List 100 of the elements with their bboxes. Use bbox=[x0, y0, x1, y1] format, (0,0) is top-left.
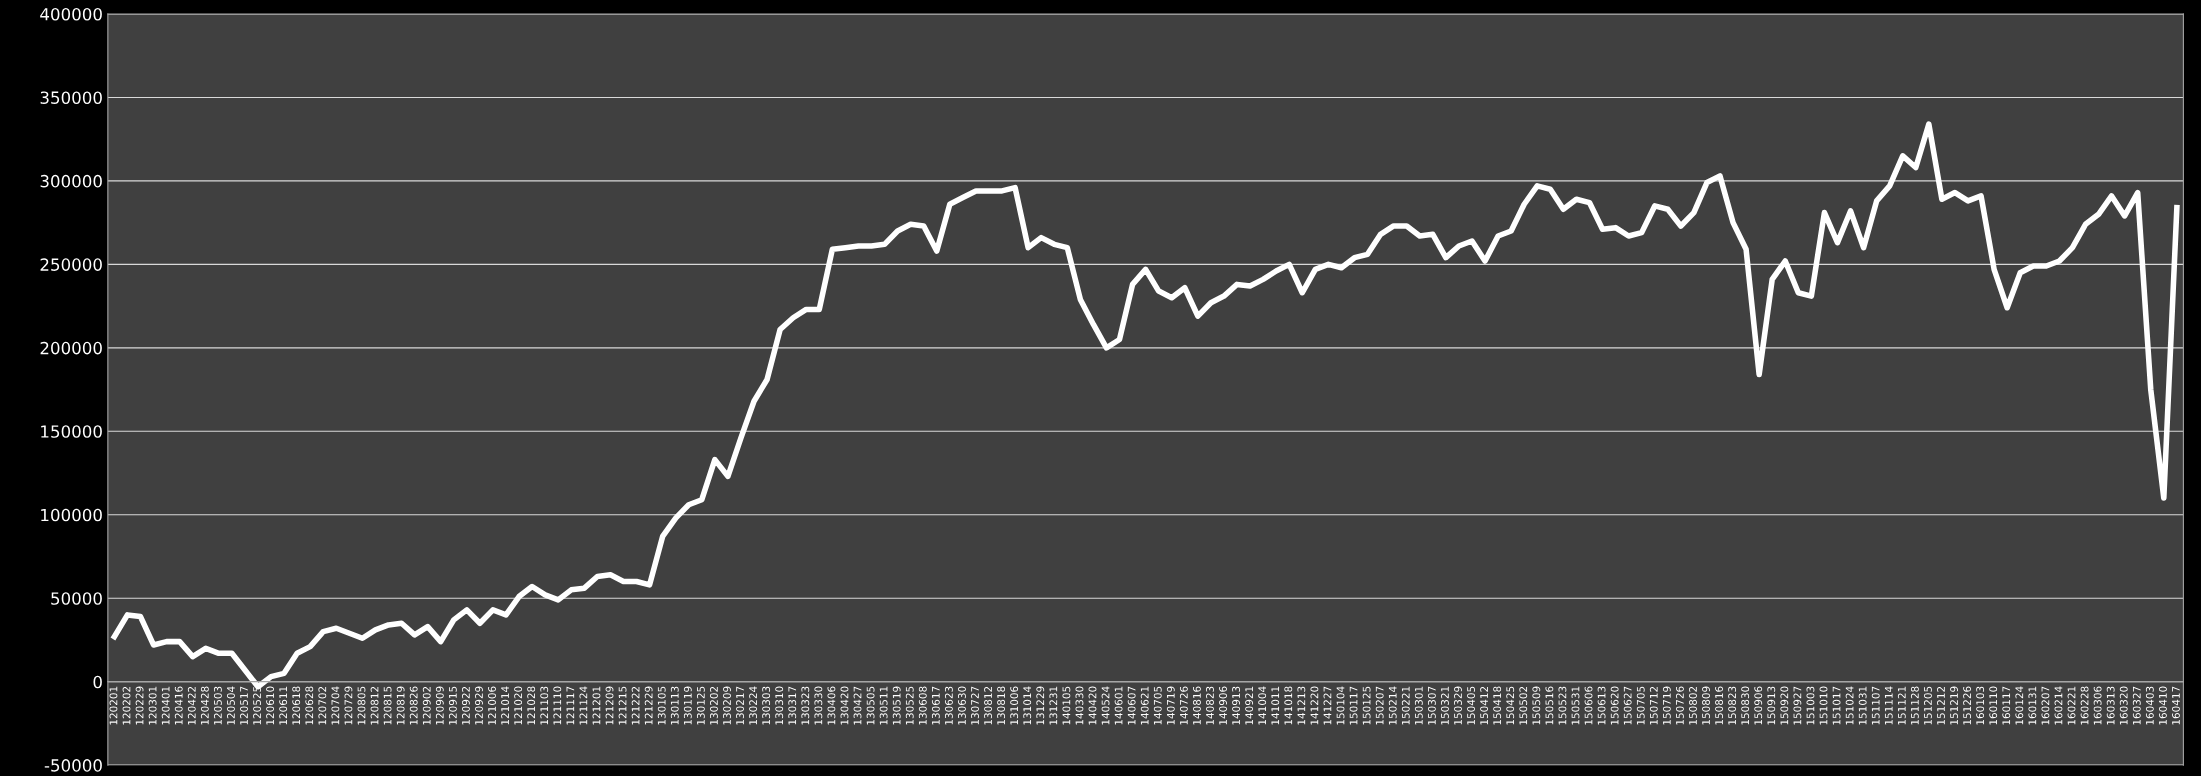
x-tick-label: 121124 bbox=[579, 686, 588, 725]
x-tick-label: 130525 bbox=[905, 686, 914, 725]
x-tick-label: 120401 bbox=[161, 686, 170, 725]
x-tick-label: 140705 bbox=[1153, 686, 1162, 725]
y-tick-label: 200000 bbox=[40, 341, 102, 355]
x-tick-label: 121110 bbox=[553, 686, 562, 725]
x-tick-label: 150104 bbox=[1336, 686, 1345, 725]
x-tick-label: 130224 bbox=[749, 686, 758, 725]
x-tick-label: 150509 bbox=[1532, 686, 1541, 725]
x-tick-label: 121117 bbox=[566, 686, 575, 725]
x-tick-label: 150412 bbox=[1480, 686, 1489, 725]
x-tick-label: 150726 bbox=[1675, 686, 1684, 725]
x-tick-label: 160103 bbox=[1976, 686, 1985, 725]
x-tick-label: 150906 bbox=[1754, 686, 1763, 725]
x-tick-label: 130617 bbox=[931, 686, 940, 725]
x-tick-label: 120704 bbox=[331, 686, 340, 725]
x-tick-label: 150809 bbox=[1702, 686, 1710, 725]
x-tick-label: 160320 bbox=[2119, 686, 2128, 725]
x-tick-label: 141220 bbox=[1310, 686, 1319, 725]
x-tick-label: 120922 bbox=[461, 686, 470, 725]
x-tick-label: 140816 bbox=[1192, 686, 1201, 725]
x-tick-label: 131006 bbox=[1010, 686, 1019, 725]
x-tick-label: 160117 bbox=[2002, 686, 2011, 725]
x-tick-label: 120229 bbox=[135, 686, 144, 725]
x-tick-label: 150207 bbox=[1375, 686, 1384, 725]
x-tick-label: 150920 bbox=[1780, 686, 1789, 725]
x-tick-label: 160327 bbox=[2132, 686, 2141, 725]
y-tick-label: 0 bbox=[93, 675, 102, 689]
x-tick-label: 150425 bbox=[1506, 686, 1515, 725]
x-tick-label: 150606 bbox=[1584, 686, 1593, 725]
x-tick-label: 130317 bbox=[788, 686, 797, 725]
x-tick-label: 150301 bbox=[1414, 686, 1423, 725]
x-tick-label: 160110 bbox=[1989, 686, 1998, 725]
x-tick-label: 151212 bbox=[1937, 686, 1945, 725]
x-tick-label: 121103 bbox=[540, 686, 549, 725]
x-tick-label: 120909 bbox=[435, 686, 444, 725]
x-tick-label: 140524 bbox=[1101, 686, 1110, 725]
x-tick-label: 160410 bbox=[2158, 686, 2167, 725]
x-tick-label: 160214 bbox=[2054, 686, 2063, 725]
x-tick-label: 140726 bbox=[1179, 686, 1188, 725]
x-tick-label: 160417 bbox=[2172, 686, 2180, 725]
x-tick-label: 130511 bbox=[879, 686, 888, 725]
x-tick-label: 130406 bbox=[827, 686, 836, 725]
x-tick-label: 120503 bbox=[213, 686, 222, 725]
x-tick-label: 120504 bbox=[227, 686, 235, 725]
x-tick-label: 140913 bbox=[1232, 686, 1241, 725]
x-tick-label: 150531 bbox=[1571, 686, 1580, 725]
x-tick-label: 140906 bbox=[1219, 686, 1227, 725]
x-tick-label: 120201 bbox=[109, 686, 118, 725]
x-tick-label: 130505 bbox=[866, 686, 875, 725]
x-tick-label: 121014 bbox=[501, 686, 510, 725]
x-tick-label: 120729 bbox=[344, 686, 353, 725]
x-tick-label: 121028 bbox=[527, 686, 536, 725]
x-tick-label: 131229 bbox=[1036, 686, 1045, 725]
x-tick-label: 120428 bbox=[200, 686, 209, 725]
x-tick-label: 140719 bbox=[1166, 686, 1175, 725]
x-tick-label: 140823 bbox=[1206, 686, 1214, 725]
x-tick-label: 150627 bbox=[1623, 686, 1632, 725]
x-tick-label: 150516 bbox=[1545, 686, 1554, 725]
x-tick-label: 121020 bbox=[514, 686, 523, 725]
x-tick-label: 150221 bbox=[1401, 686, 1410, 725]
x-tick-label: 141004 bbox=[1258, 686, 1267, 725]
x-tick-label: 160228 bbox=[2080, 686, 2089, 725]
x-tick-label: 151107 bbox=[1871, 686, 1880, 725]
x-tick-label: 160306 bbox=[2093, 686, 2102, 725]
x-tick-label: 120610 bbox=[266, 686, 275, 725]
x-tick-label: 150705 bbox=[1636, 686, 1645, 725]
x-tick-label: 120815 bbox=[383, 686, 392, 725]
x-tick-label: 130217 bbox=[736, 686, 744, 725]
x-tick-label: 141011 bbox=[1271, 686, 1280, 725]
x-tick-label: 151003 bbox=[1806, 686, 1815, 725]
x-tick-label: 130623 bbox=[944, 686, 953, 725]
x-tick-label: 160221 bbox=[2067, 686, 2076, 725]
x-tick-label: 120819 bbox=[396, 686, 405, 725]
x-tick-label: 130202 bbox=[709, 686, 718, 725]
x-tick-label: 150712 bbox=[1649, 686, 1658, 725]
x-tick-label: 150307 bbox=[1427, 686, 1436, 725]
x-tick-label: 140607 bbox=[1127, 686, 1136, 725]
x-tick-label: 150523 bbox=[1558, 686, 1567, 725]
x-tick-label: 130209 bbox=[723, 686, 731, 725]
x-tick-label: 120301 bbox=[148, 686, 157, 725]
x-tick-label: 120929 bbox=[475, 686, 483, 725]
x-tick-label: 150927 bbox=[1793, 686, 1802, 725]
x-tick-label: 120702 bbox=[318, 686, 327, 725]
x-tick-label: 160131 bbox=[2028, 686, 2037, 725]
x-tick-label: 120517 bbox=[240, 686, 248, 725]
x-tick-label: 140330 bbox=[1075, 686, 1084, 725]
x-tick-label: 130608 bbox=[918, 686, 927, 725]
x-tick-label: 121222 bbox=[631, 686, 640, 725]
x-tick-label: 131014 bbox=[1023, 686, 1032, 725]
y-tick-label: 100000 bbox=[41, 508, 102, 522]
x-tick-label: 150418 bbox=[1493, 686, 1502, 725]
x-tick-label: 141227 bbox=[1323, 686, 1332, 725]
x-tick-label: 151205 bbox=[1923, 686, 1932, 725]
x-tick-label: 140621 bbox=[1140, 686, 1149, 725]
x-tick-label: 151024 bbox=[1845, 686, 1854, 725]
x-tick-label: 160403 bbox=[2145, 686, 2154, 725]
x-tick-label: 130330 bbox=[814, 686, 823, 725]
x-tick-label: 150125 bbox=[1362, 686, 1371, 725]
x-tick-label: 120915 bbox=[448, 686, 457, 725]
